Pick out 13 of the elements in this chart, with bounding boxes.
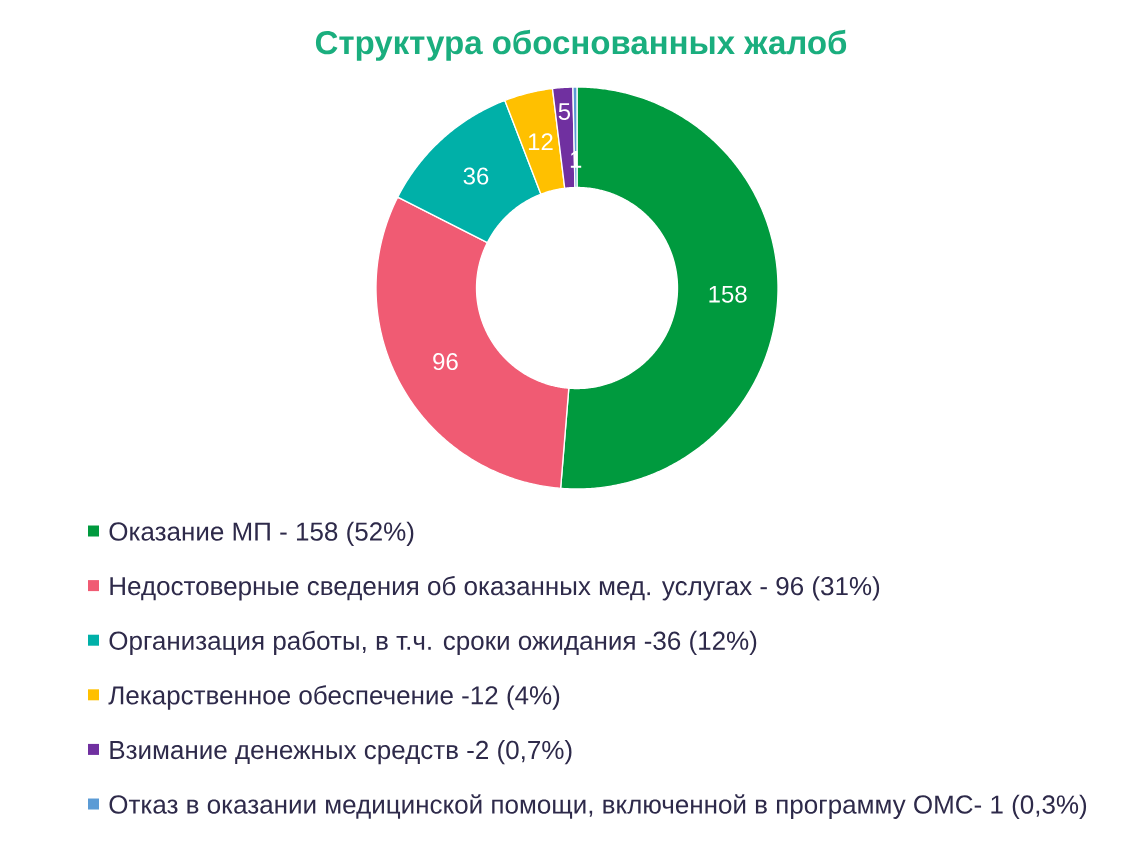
legend-label: Отказ в оказании медицинской помощи, включенной в программу ОМС- 1 (0,3%) (109, 794, 1087, 819)
data-label: 36 (463, 167, 489, 185)
legend-label: Организация работы, в т.ч. сроки ожидания -36 (12%) (109, 630, 757, 656)
data-label: 158 (709, 285, 747, 303)
legend-label: Недостоверные сведения об оказанных мед. услугах - 96 (31%) (110, 576, 880, 601)
legend-label: Оказание МП - 158 (52%) (109, 521, 414, 546)
chart-title: Структура обоснованных жалоб (315, 29, 847, 61)
data-label: 1 (570, 151, 582, 168)
legend-label: Лекарственное обеспечение -12 (4%) (108, 685, 560, 710)
data-label: 5 (558, 103, 571, 120)
legend-label: Взимание денежных средств -2 (0,7%) (110, 740, 572, 765)
data-label: 12 (528, 133, 553, 151)
data-label: 96 (433, 353, 458, 371)
